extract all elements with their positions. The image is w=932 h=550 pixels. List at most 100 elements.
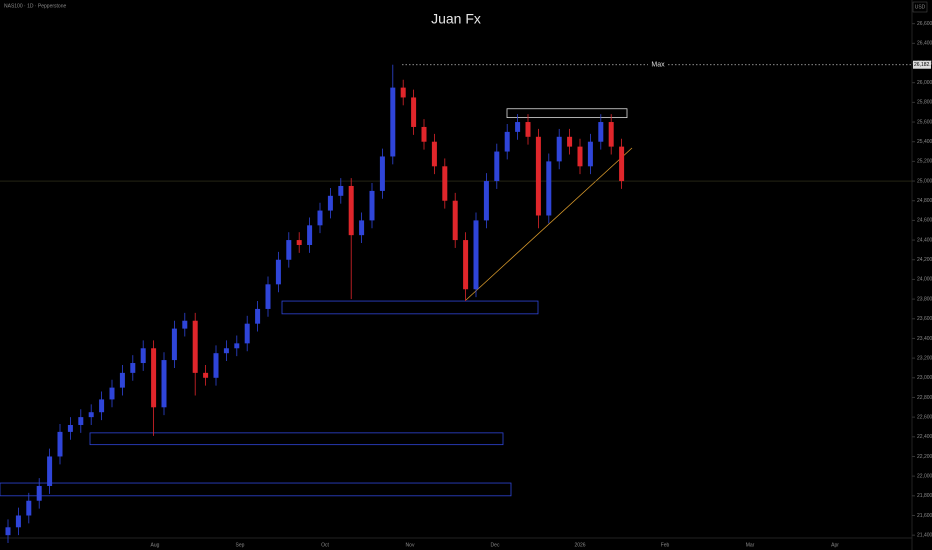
y-tick-label: 22,000.0 [917, 473, 932, 479]
candle-body [317, 210, 323, 226]
candle-body [47, 456, 53, 486]
candle-body [78, 417, 84, 425]
candle-body [182, 320, 188, 329]
x-tick-label: Oct [321, 542, 329, 548]
candle-body [15, 515, 21, 528]
candle-body [161, 360, 167, 408]
candle-body [130, 363, 136, 373]
candle-body [244, 323, 250, 344]
candle-body [483, 181, 489, 221]
candle-body [379, 156, 385, 191]
candle-body [400, 87, 406, 98]
y-tick-label: 23,800.0 [917, 296, 932, 302]
candle-body [567, 136, 573, 147]
candle-body [192, 320, 198, 373]
candle-body [151, 348, 157, 408]
candle-body [213, 353, 219, 378]
currency-box [912, 1, 928, 13]
candle-body [369, 190, 375, 221]
y-tick-label: 21,800.0 [917, 493, 932, 499]
candle-body [296, 240, 302, 245]
candle-body [504, 131, 510, 152]
x-tick-label: Sep [236, 542, 245, 548]
candle-body [140, 348, 146, 364]
y-tick-label: 25,800.0 [917, 100, 932, 106]
candle-body [109, 387, 115, 400]
y-tick-label: 22,600.0 [917, 414, 932, 420]
y-tick-label: 24,400.0 [917, 237, 932, 243]
zone [506, 108, 628, 119]
candle-body [359, 220, 365, 236]
x-tick-label: Dec [491, 542, 500, 548]
y-tick-label: 24,800.0 [917, 198, 932, 204]
candle-body [431, 141, 437, 167]
candle-body [286, 240, 292, 260]
zone [89, 432, 504, 446]
candle-body [307, 225, 313, 245]
candle-body [223, 348, 229, 354]
y-tick-label: 25,400.0 [917, 139, 932, 145]
candle-body [494, 151, 500, 182]
y-tick-label: 23,000.0 [917, 375, 932, 381]
candle-body [587, 141, 593, 167]
candle-body [88, 412, 94, 418]
candle-body [598, 122, 604, 142]
candle-body [36, 485, 42, 501]
candle-body [535, 136, 541, 216]
y-tick-label: 24,200.0 [917, 257, 932, 263]
x-tick-label: Feb [661, 542, 670, 548]
y-tick-label: 26,600.0 [917, 21, 932, 27]
candle-body [463, 240, 469, 290]
candle-body [265, 284, 271, 309]
candle-body [26, 500, 32, 516]
currency-label: USD [915, 4, 926, 10]
candle-body [556, 136, 562, 162]
candle-body [275, 259, 281, 285]
zone [281, 300, 539, 315]
candle-body [99, 399, 105, 413]
x-tick-label: Mar [746, 542, 755, 548]
symbol-label: NAS100 · 1D · Pepperstone [4, 3, 66, 9]
candle-body [5, 527, 11, 536]
y-tick-label: 21,600.0 [917, 513, 932, 519]
candle-body [57, 431, 63, 457]
y-tick-label: 22,200.0 [917, 454, 932, 460]
candle-body [442, 166, 448, 201]
candle-body [327, 195, 333, 211]
candle-body [255, 308, 261, 324]
y-tick-label: 23,400.0 [917, 336, 932, 342]
max-value-label: 26,182.7 [914, 62, 932, 68]
y-tick-label: 26,400.0 [917, 41, 932, 47]
y-tick-label: 23,200.0 [917, 355, 932, 361]
y-tick-label: 25,200.0 [917, 159, 932, 165]
x-tick-label: Nov [406, 542, 415, 548]
candle-body [67, 424, 73, 432]
candle-body [546, 161, 552, 216]
max-label-bg [648, 60, 668, 69]
x-tick-label: 2026 [574, 542, 585, 548]
candle-body [619, 146, 625, 182]
candle-body [452, 200, 458, 241]
y-tick-label: 22,400.0 [917, 434, 932, 440]
y-tick-label: 21,400.0 [917, 532, 932, 538]
candle-body [203, 372, 209, 378]
candle-body [515, 122, 521, 132]
candle-body [411, 97, 417, 127]
candle-body [390, 87, 396, 157]
candle-body [577, 146, 583, 167]
y-tick-label: 25,000.0 [917, 178, 932, 184]
candle-body [119, 372, 125, 388]
candle-body [348, 185, 354, 236]
max-label: Max [651, 62, 665, 69]
candle-body [171, 328, 177, 361]
x-tick-label: Apr [831, 542, 839, 548]
candle-body [473, 220, 479, 290]
candle-body [234, 343, 240, 349]
candle-body [421, 126, 427, 142]
max-value-tag [913, 60, 931, 69]
trend-line [465, 147, 633, 301]
zone [0, 482, 512, 497]
y-tick-label: 23,600.0 [917, 316, 932, 322]
